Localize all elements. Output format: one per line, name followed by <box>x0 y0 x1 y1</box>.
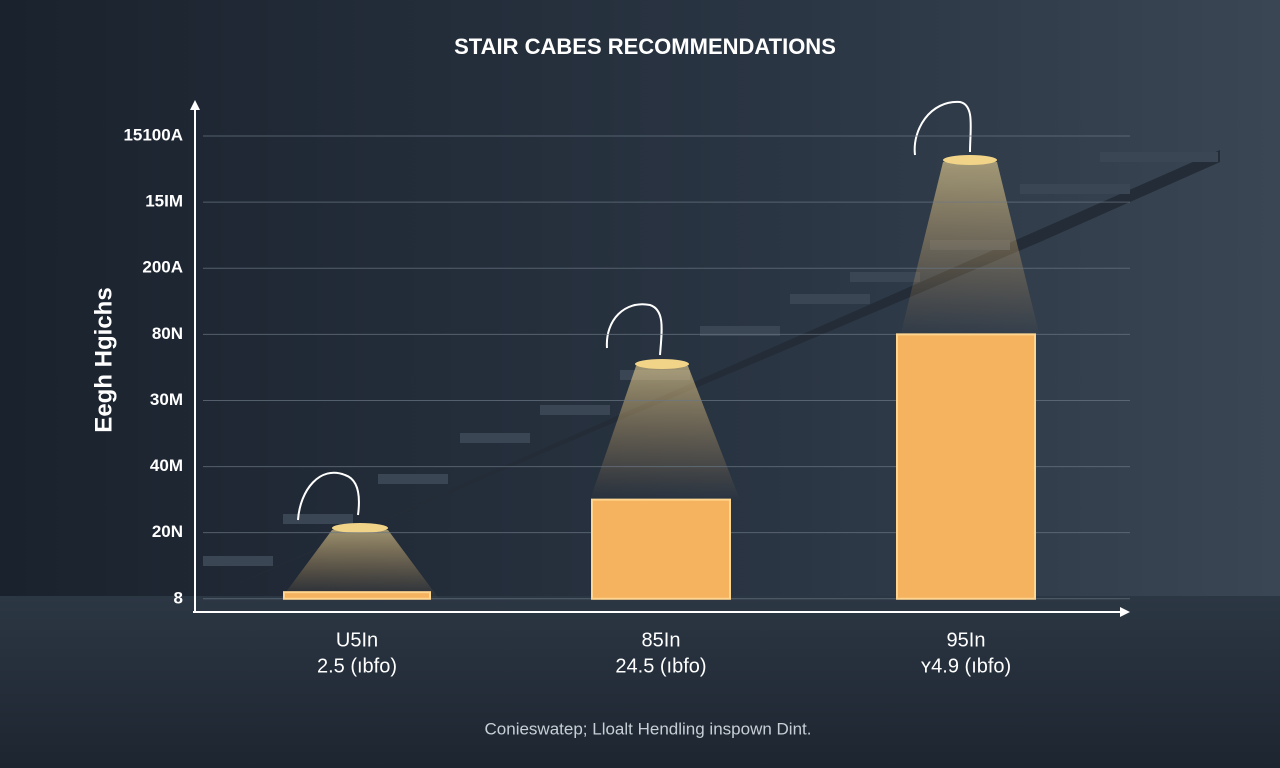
x-tick-note: ʏ4.9 (ıbfo) <box>921 655 1011 677</box>
y-tick-label: 80N <box>152 324 183 343</box>
chart-title: STAIR CABES RECOMMENDATIONS <box>454 34 836 59</box>
y-tick-label: 30M <box>150 390 183 409</box>
floor <box>0 596 1280 768</box>
y-tick-label: 20N <box>152 522 183 541</box>
y-axis-label: Eegh Hgichs <box>90 287 117 432</box>
x-tick-label: 85In <box>642 629 681 651</box>
bar <box>896 333 1036 600</box>
y-tick-label: 8 <box>174 588 183 607</box>
x-tick-label: 95In <box>947 629 986 651</box>
y-tick-label: 40M <box>150 456 183 475</box>
bar <box>591 498 731 600</box>
y-tick-label: 200A <box>142 258 183 277</box>
lamps <box>280 100 1040 600</box>
bar <box>283 591 431 600</box>
y-tick-label: 15IM <box>145 192 183 211</box>
y-tick-label: 15100A <box>123 126 183 145</box>
x-tick-label: U5In <box>336 629 378 651</box>
footer: Conieswatep; Lloalt Hendling inspown Din… <box>485 719 812 738</box>
x-axis-arrow <box>1120 607 1130 617</box>
x-tick-note: 24.5 (ıbfo) <box>615 655 706 677</box>
x-tick-note: 2.5 (ıbfo) <box>317 655 397 677</box>
y-axis-arrow <box>190 100 200 110</box>
